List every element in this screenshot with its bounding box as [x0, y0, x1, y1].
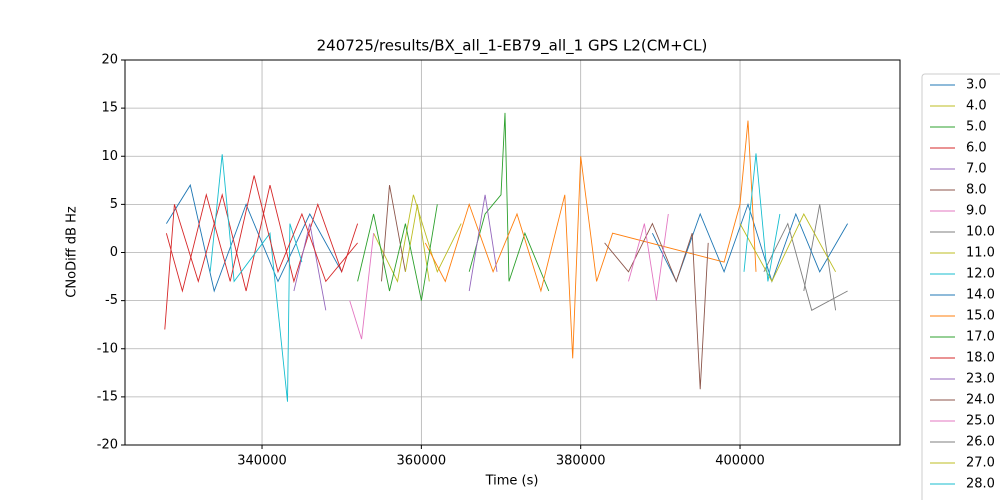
y-tick-label: -5	[105, 293, 118, 308]
y-tick-label: 5	[110, 197, 118, 212]
y-tick-label: -10	[97, 341, 118, 356]
x-tick-label: 340000	[237, 454, 287, 469]
y-tick-label: -20	[97, 438, 118, 453]
legend-label: 15.0	[966, 309, 995, 324]
series-line	[468, 112, 550, 292]
series-line	[424, 120, 757, 359]
legend-label: 28.0	[966, 477, 995, 492]
legend-label: 8.0	[966, 183, 987, 198]
series-line	[349, 233, 375, 340]
x-tick-label: 380000	[556, 454, 606, 469]
legend-label: 24.0	[966, 393, 995, 408]
x-axis-label: Time (s)	[485, 474, 539, 489]
series-line	[743, 153, 781, 282]
series-line	[604, 222, 709, 390]
plot-lines	[164, 112, 848, 402]
series-line	[209, 154, 303, 402]
series-line	[165, 175, 358, 293]
legend-label: 10.0	[966, 225, 995, 240]
series-line	[803, 204, 837, 311]
y-tick-label: 10	[101, 149, 118, 164]
series-line	[293, 223, 327, 311]
series-line	[763, 222, 848, 311]
series-line	[468, 194, 498, 292]
y-tick-label: 0	[110, 245, 118, 260]
grid: -20 -15 -10 -5 0 5 10 15 20 340000 360000 380000 400…	[97, 53, 900, 469]
legend-label: 11.0	[966, 246, 995, 261]
legend-label: 18.0	[966, 351, 995, 366]
legend-label: 17.0	[966, 330, 995, 345]
series-line	[404, 204, 430, 282]
x-tick-label: 400000	[715, 454, 765, 469]
legend-label: 4.0	[966, 99, 987, 114]
axes-frame	[124, 59, 901, 446]
legend-label: 26.0	[966, 435, 995, 450]
legend-box	[921, 73, 1000, 500]
legend-label: 7.0	[966, 162, 987, 177]
series-line	[381, 185, 406, 282]
y-tick-label: 15	[101, 101, 118, 116]
series-line	[357, 204, 438, 301]
chart-title: 240725/results/BX_all_1-EB79_all_1 GPS L…	[317, 37, 708, 56]
legend-label: 3.0	[966, 78, 987, 93]
series-line	[628, 213, 669, 301]
legend-label: 27.0	[966, 456, 995, 471]
legend-label: 6.0	[966, 141, 987, 156]
y-axis-label: CNoDiff dB Hz	[65, 206, 80, 298]
legend-label: 14.0	[966, 288, 995, 303]
legend: 3.0 4.0 5.0 6.0 7.0 8.0 9.0 10.0 11.0 12.0 14.0 15.…	[921, 73, 1000, 500]
y-tick-label: 20	[101, 53, 118, 68]
legend-label: 5.0	[966, 120, 987, 135]
legend-label: 25.0	[966, 414, 995, 429]
series-line	[651, 202, 848, 283]
series-line	[166, 183, 343, 293]
series-line	[739, 213, 836, 283]
series-line	[373, 194, 462, 283]
y-tick-label: -15	[97, 389, 118, 404]
legend-label: 12.0	[966, 267, 995, 282]
legend-label: 23.0	[966, 372, 995, 387]
legend-label: 9.0	[966, 204, 987, 219]
x-tick-label: 360000	[397, 454, 447, 469]
series-line	[164, 184, 359, 330]
